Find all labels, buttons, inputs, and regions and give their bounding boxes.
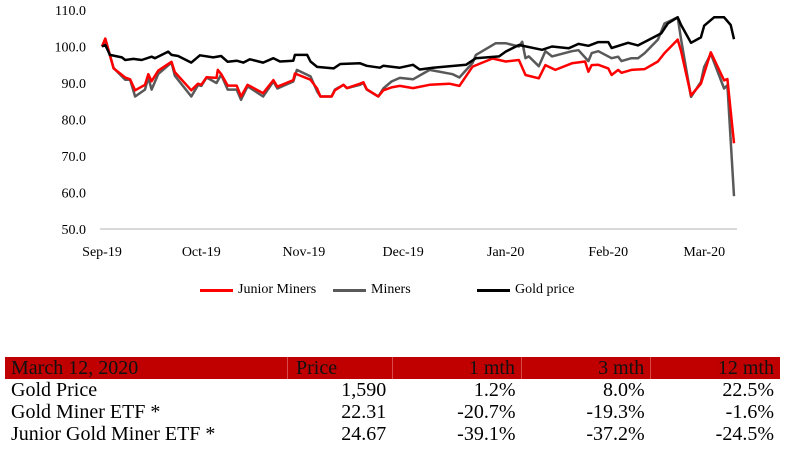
cell-3mth: -37.2% [586,423,645,445]
legend-item-miners: Miners [333,282,411,298]
header-1mth: 1 mth [391,357,522,379]
x-tick-label: Oct-19 [182,245,221,260]
table-header-row: March 12, 2020 Price 1 mth 3 mth 12 mth [5,357,780,379]
performance-table: March 12, 2020 Price 1 mth 3 mth 12 mth … [5,357,780,445]
legend-label: Miners [371,282,411,297]
cell-3mth: 8.0% [603,379,645,401]
y-tick-label: 100.0 [55,41,87,56]
legend-label: Gold price [515,282,575,297]
legend-label: Junior Miners [238,282,317,297]
table-row: Gold Miner ETF * 22.31 -20.7% -19.3% -1.… [5,401,780,423]
table-row: Junior Gold Miner ETF * 24.67 -39.1% -37… [5,423,780,445]
legend-swatch-gray [333,288,366,292]
y-tick-label: 110.0 [55,4,86,19]
header-date: March 12, 2020 [5,357,288,379]
x-tick-label: Dec-19 [383,245,424,260]
chart-legend: Junior Miners Miners Gold price [0,282,795,304]
cell-1mth: -39.1% [457,423,516,445]
series-line-junior-miners [100,37,736,144]
cell-12mth: -24.5% [715,423,774,445]
row-label: Gold Price [11,379,98,401]
legend-swatch-black [477,288,510,292]
series-line-miners [100,16,736,197]
cell-12mth: -1.6% [725,401,774,423]
x-tick-label: Nov-19 [282,245,325,260]
header-3mth: 3 mth [520,357,651,379]
y-tick-label: 50.0 [62,223,87,238]
table-row: Gold Price 1,590 1.2% 8.0% 22.5% [5,379,780,401]
y-tick-label: 60.0 [62,187,87,202]
x-tick-label: Feb-20 [588,245,628,260]
row-label: Gold Miner ETF * [11,401,161,423]
legend-item-gold-price: Gold price [477,282,574,298]
cell-1mth: 1.2% [473,379,516,401]
cell-price: 22.31 [341,401,387,423]
y-tick-label: 90.0 [62,77,87,92]
y-tick-label: 80.0 [62,114,87,129]
cell-price: 1,590 [341,379,387,401]
legend-item-junior-miners: Junior Miners [200,282,316,298]
legend-swatch-red [200,288,233,292]
row-label: Junior Gold Miner ETF * [11,423,216,445]
line-chart: 50.0 60.0 70.0 80.0 90.0 100.0 110.0 Sep-19 Oct… [55,4,737,260]
cell-12mth: 22.5% [722,379,774,401]
x-tick-label: Jan-20 [487,245,524,260]
x-tick-label: Sep-19 [82,245,122,260]
header-12mth: 12 mth [650,357,780,379]
y-tick-label: 70.0 [62,150,87,165]
header-price: Price [287,357,393,379]
cell-price: 24.67 [341,423,387,445]
series-line-gold-price [101,16,736,71]
x-tick-label: Mar-20 [683,245,725,260]
cell-1mth: -20.7% [457,401,516,423]
cell-3mth: -19.3% [586,401,645,423]
